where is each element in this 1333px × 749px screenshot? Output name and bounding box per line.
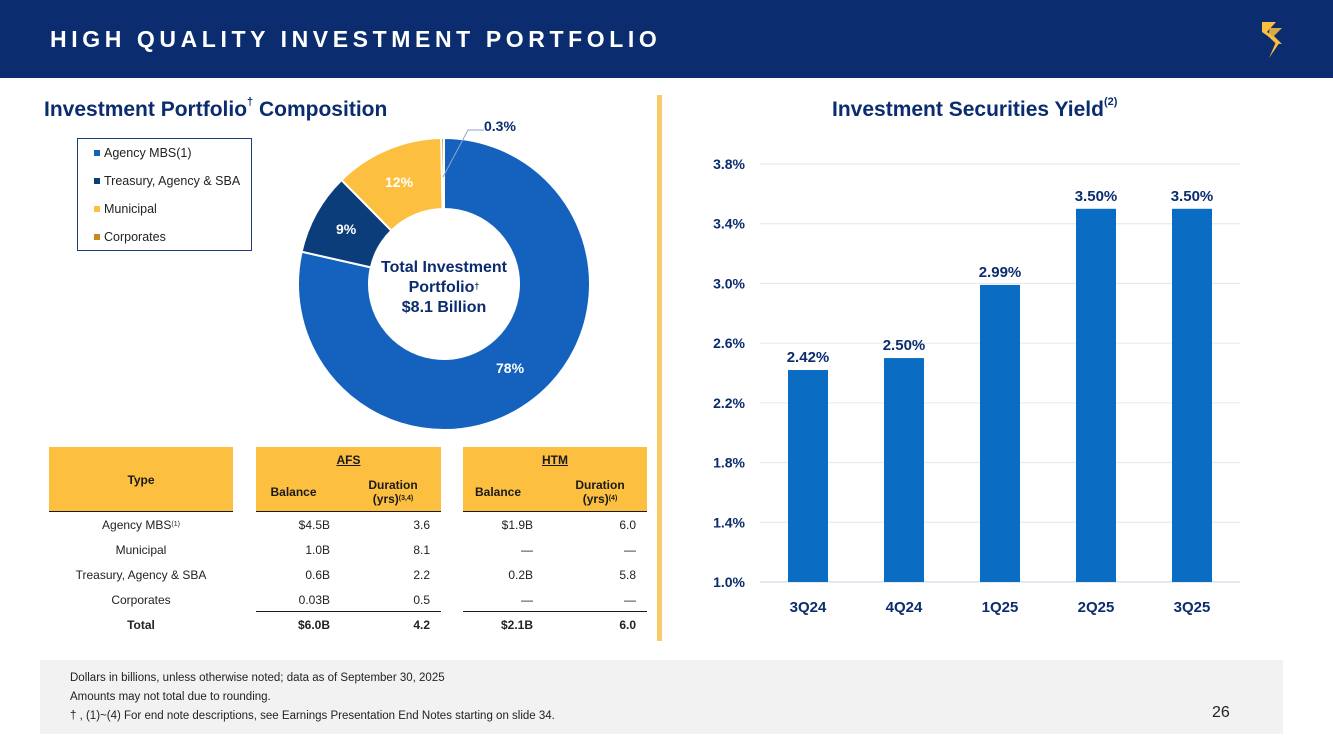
row-type: Corporates: [111, 593, 171, 607]
htm-duration-cell: 6.0: [619, 518, 636, 532]
y-tick-label: 1.8%: [713, 455, 745, 471]
afs-balance-cell: 1.0B: [305, 543, 330, 557]
htm-balance-total: $2.1B: [500, 618, 533, 632]
header-bar: HIGH QUALITY INVESTMENT PORTFOLIO: [0, 0, 1333, 78]
afs-balance-cell: $4.5B: [298, 518, 330, 532]
afs-balance-header: Balance: [270, 485, 317, 499]
htm-balance-header: Balance: [474, 485, 522, 499]
row-type: Agency MBS(1): [102, 518, 180, 532]
donut-legend: Agency MBS(1) Treasury, Agency & SBA Mun…: [77, 138, 252, 251]
company-logo-icon: [1262, 22, 1282, 58]
htm-balance-cell: —: [521, 593, 533, 607]
legend-swatch: [94, 234, 100, 240]
x-tick-label: 3Q25: [1174, 599, 1211, 616]
legend-label: Treasury, Agency & SBA: [104, 174, 241, 188]
bar-data-label: 3.50%: [1171, 188, 1214, 205]
donut-center-text: Total Investment Portfolio† $8.1 Billion: [381, 259, 507, 316]
afs-duration-cell: 2.2: [413, 568, 430, 582]
y-tick-label: 3.0%: [713, 275, 745, 291]
afs-balance-cell: 0.6B: [305, 568, 330, 582]
footer-notes: Dollars in billions, unless otherwise no…: [40, 660, 1283, 734]
portfolio-composition-title: Investment Portfolio† Composition: [44, 96, 388, 121]
securities-yield-bar-chart: 1.0% 1.4% 1.8% 2.2% 2.6% 3.0% 3.4% 3.8% 2.42% 3Q2…: [713, 156, 1240, 616]
donut-slice-0: [297, 136, 591, 431]
x-tick-label: 2Q25: [1078, 599, 1115, 616]
subtotal-rule: [256, 611, 441, 612]
bar-data-label: 2.50%: [883, 337, 926, 354]
bar-4Q24: [884, 358, 924, 582]
legend-swatch: [94, 150, 100, 156]
legend-item: Treasury, Agency & SBA: [94, 173, 251, 201]
subtotal-rule: [463, 611, 647, 612]
table-header-rule: [256, 511, 441, 512]
legend-swatch: [94, 178, 100, 184]
table-header-type: Type: [49, 447, 233, 511]
htm-duration-total: 6.0: [619, 618, 636, 632]
x-tick-label: 3Q24: [790, 599, 827, 616]
section-divider: [657, 95, 662, 641]
htm-duration-header: Duration (yrs)(4): [575, 478, 625, 506]
legend-item: Agency MBS(1): [94, 145, 251, 173]
slide-title: HIGH QUALITY INVESTMENT PORTFOLIO: [50, 26, 662, 52]
table-header-htm: HTM Balance Duration (yrs)(4): [463, 447, 647, 511]
legend-item: Corporates: [94, 229, 251, 257]
afs-duration-header: Duration (yrs)(3,4): [368, 478, 418, 506]
afs-group-label: AFS: [336, 453, 361, 467]
x-tick-label: 1Q25: [982, 599, 1019, 616]
type-header-label: Type: [127, 473, 155, 487]
afs-balance-total: $6.0B: [297, 618, 330, 632]
afs-duration-total: 4.2: [413, 618, 430, 632]
htm-group-label: HTM: [542, 453, 568, 467]
y-tick-label: 3.4%: [713, 216, 745, 232]
afs-duration-cell: 3.6: [413, 518, 430, 532]
bar-data-label: 2.99%: [979, 264, 1022, 281]
htm-duration-cell: —: [624, 593, 636, 607]
legend-label: Corporates: [104, 230, 166, 244]
legend-label: Municipal: [104, 202, 157, 216]
htm-duration-cell: —: [624, 543, 636, 557]
y-tick-label: 1.4%: [713, 514, 745, 530]
y-tick-label: 2.2%: [713, 395, 745, 411]
footer-note-1: Dollars in billions, unless otherwise no…: [70, 672, 445, 684]
bar-2Q25: [1076, 208, 1116, 582]
y-tick-label: 2.6%: [713, 335, 745, 351]
footer-note-2: Amounts may not total due to rounding.: [70, 691, 271, 703]
afs-balance-cell: 0.03B: [298, 593, 330, 607]
donut-label-treasury: 9%: [336, 221, 357, 237]
page-number: 26: [1212, 704, 1230, 721]
table-header-afs: AFS Balance Duration (yrs)(3,4): [256, 447, 441, 511]
donut-label-municipal: 12%: [385, 174, 414, 190]
bar-3Q24: [788, 370, 828, 582]
table-header-rule: [49, 511, 233, 512]
htm-balance-cell: 0.2B: [508, 568, 533, 582]
bar-1Q25: [980, 284, 1020, 582]
bar-data-label: 2.42%: [787, 349, 830, 366]
htm-balance-cell: —: [521, 543, 533, 557]
bar-data-label: 3.50%: [1075, 188, 1118, 205]
row-type: Municipal: [115, 543, 167, 557]
legend-item: Municipal: [94, 201, 251, 229]
htm-duration-cell: 5.8: [619, 568, 636, 582]
legend-label: Agency MBS(1): [104, 146, 192, 160]
legend-swatch: [94, 206, 100, 212]
row-type: Treasury, Agency & SBA: [75, 568, 207, 582]
total-label: Total: [127, 618, 155, 632]
donut-slice-3: [440, 136, 445, 211]
y-tick-label: 1.0%: [713, 574, 745, 590]
footer-note-3: † , (1)~(4) For end note descriptions, s…: [70, 710, 555, 722]
donut-label-agency-mbs: 78%: [496, 360, 525, 376]
afs-duration-cell: 8.1: [413, 543, 430, 557]
callout-leader-line: [442, 129, 484, 178]
y-tick-label: 3.8%: [713, 156, 745, 172]
portfolio-donut-chart: [297, 136, 591, 431]
x-tick-label: 4Q24: [886, 599, 923, 616]
htm-balance-cell: $1.9B: [501, 518, 533, 532]
securities-yield-title: Investment Securities Yield(2): [832, 96, 1118, 121]
donut-callout-corporates: 0.3%: [484, 118, 516, 134]
bar-3Q25: [1172, 208, 1212, 582]
afs-duration-cell: 0.5: [413, 593, 430, 607]
table-header-rule: [463, 511, 647, 512]
